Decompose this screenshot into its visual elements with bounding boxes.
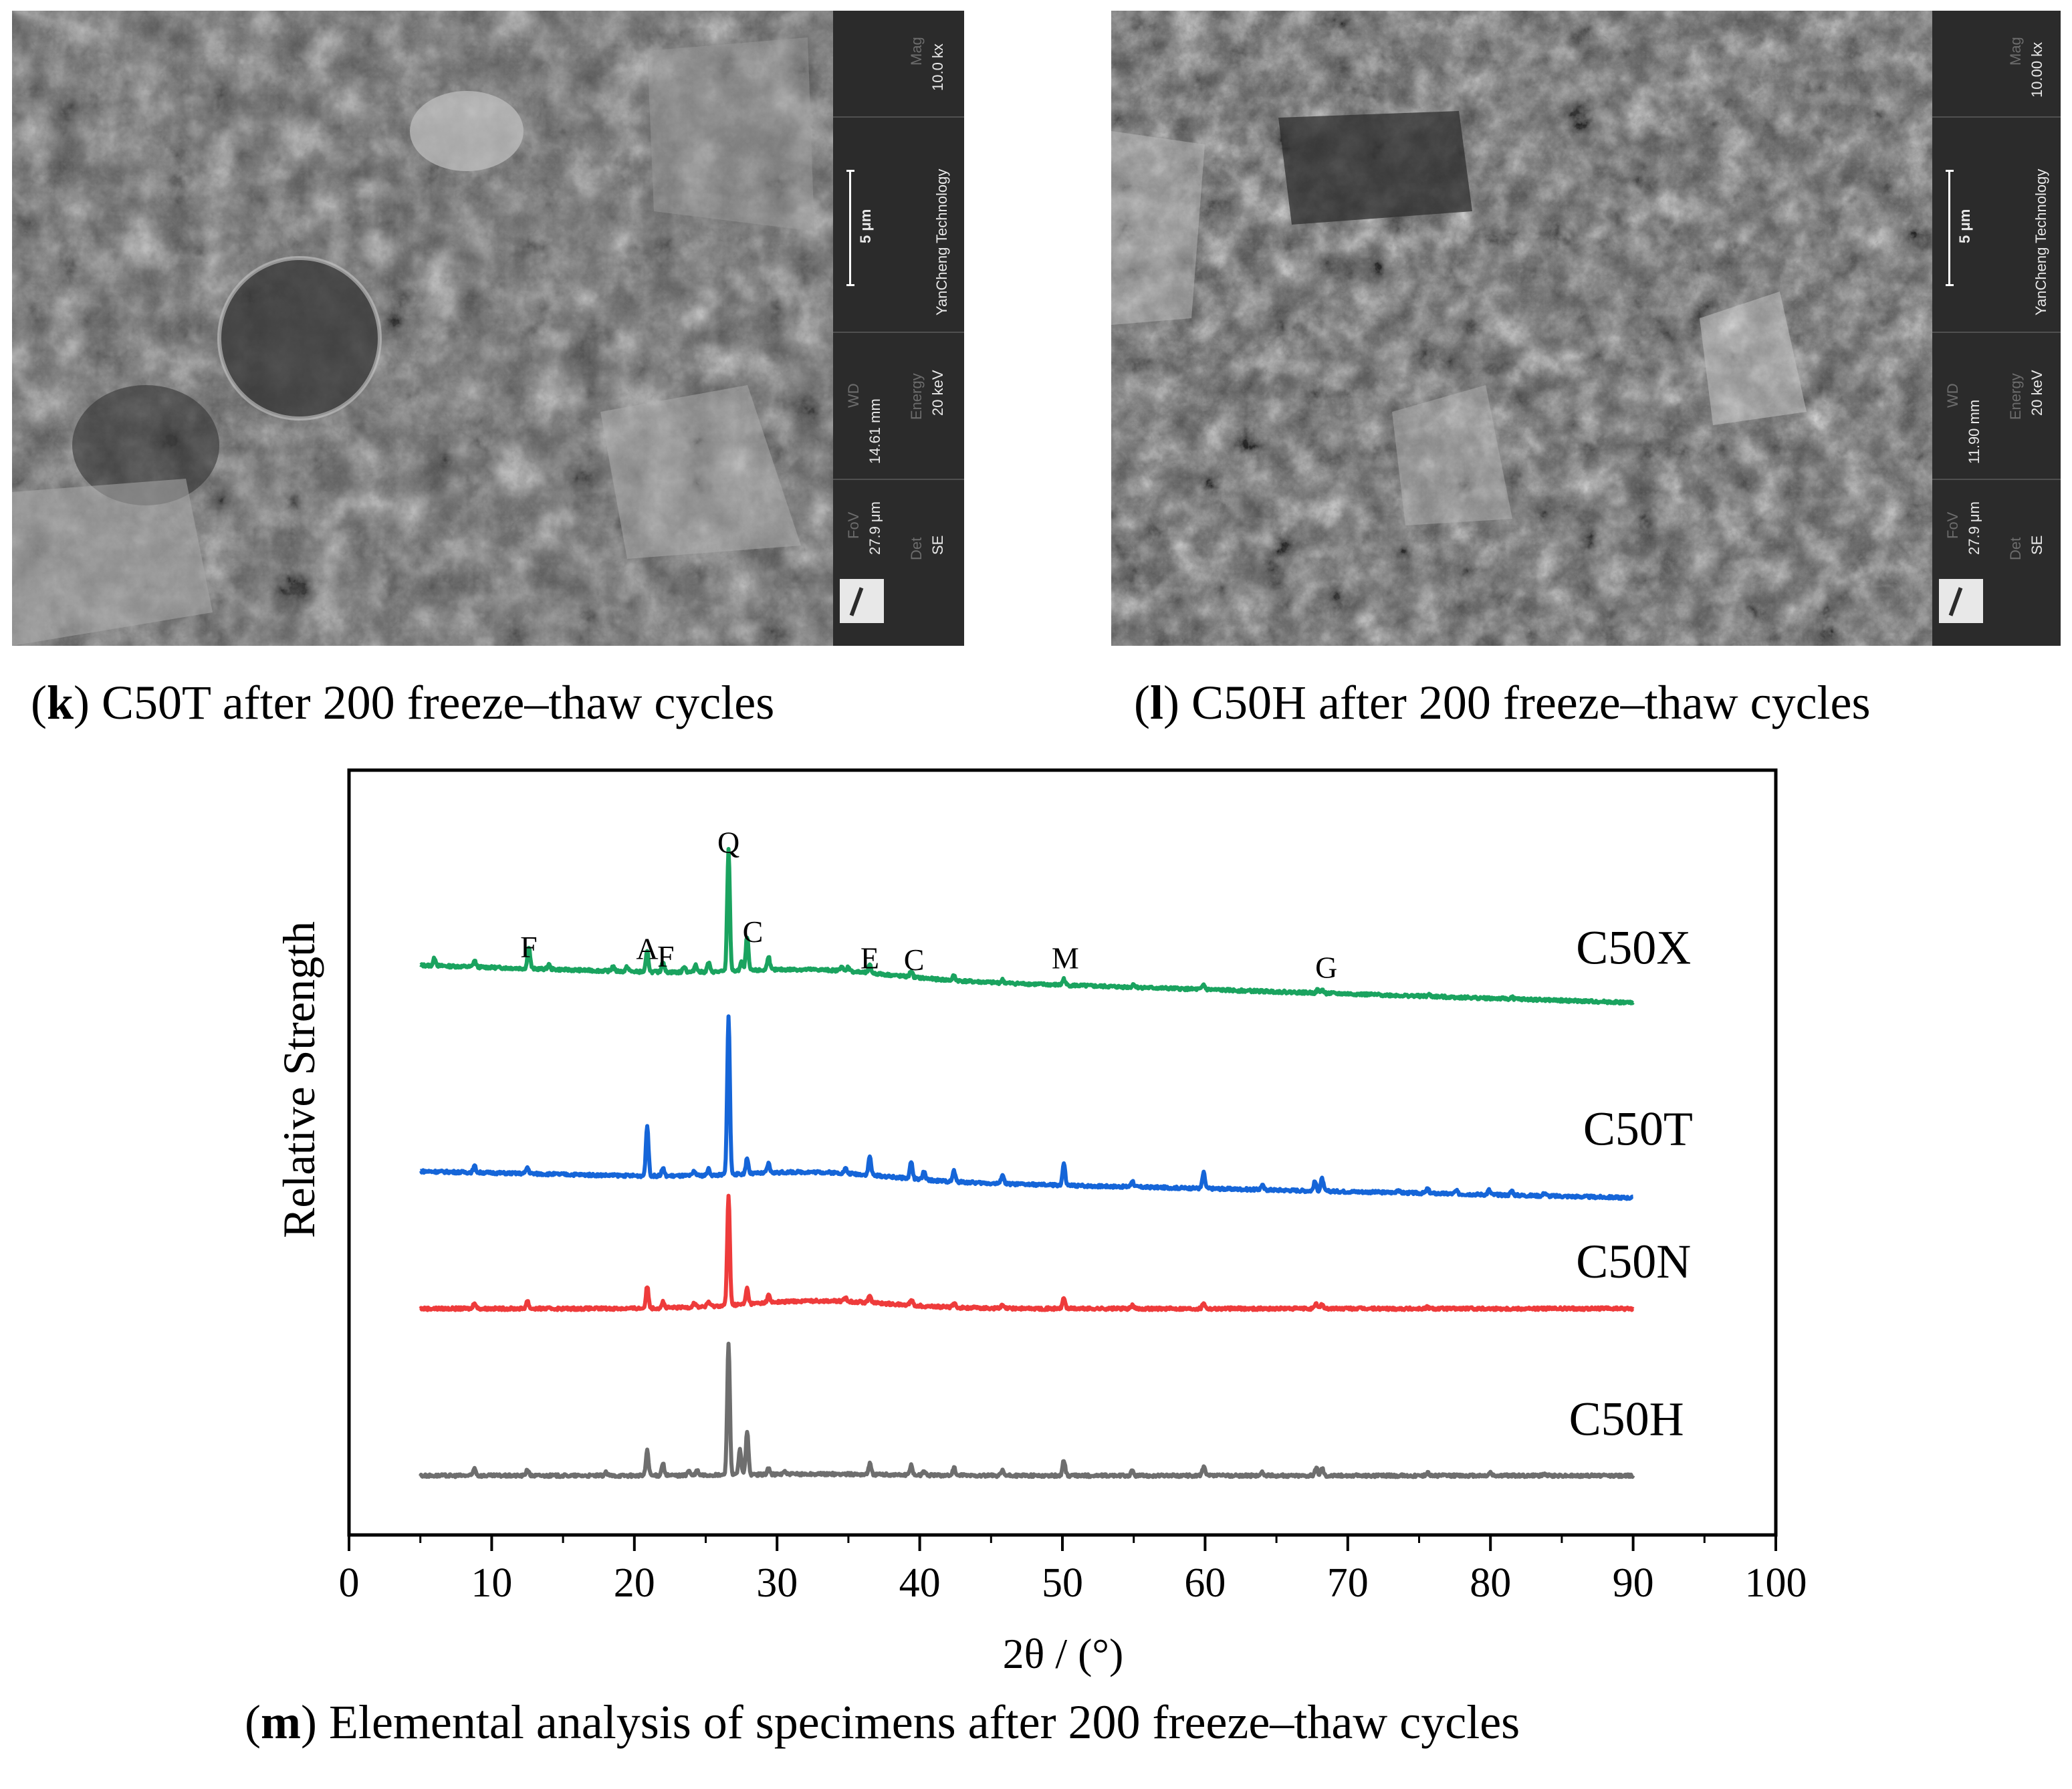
- fov-label: FoV: [845, 511, 862, 539]
- x-tick-label: 60: [1184, 1560, 1226, 1606]
- caption-text: C50H after 200 freeze–thaw cycles: [1179, 676, 1871, 729]
- x-tick-label: 0: [339, 1560, 360, 1606]
- scale-bar: [849, 170, 851, 286]
- scale-label: 5 μm: [857, 209, 874, 243]
- energy-value: 20 keV: [2029, 370, 2045, 416]
- x-tick-label: 20: [614, 1560, 655, 1606]
- sem-micrograph-l: [1111, 11, 1932, 646]
- caption-letter: k: [46, 676, 74, 729]
- y-axis-label: Relative Strength: [273, 921, 324, 1238]
- det-value: SE: [929, 535, 946, 555]
- x-tick-label: 10: [471, 1560, 512, 1606]
- peak-annotation: G: [1315, 951, 1337, 985]
- sem-image-k: Mag 10.0 kx 5 μm YanCheng Technology WD …: [12, 11, 964, 646]
- series-line-c50n: [419, 1193, 1635, 1312]
- caption-m: (m) Elemental analysis of specimens afte…: [245, 1695, 1520, 1749]
- series-label-c50x: C50X: [1576, 921, 1691, 975]
- energy-label: Energy: [2007, 373, 2024, 420]
- x-tick-label: 70: [1327, 1560, 1369, 1606]
- det-label: Det: [2007, 537, 2024, 560]
- x-tick-label: 30: [756, 1560, 798, 1606]
- lab-name: YanCheng Technology: [2033, 168, 2049, 316]
- scale-bar: [1948, 170, 1950, 286]
- detector-logo-icon: [1939, 579, 1983, 623]
- peak-annotation: C: [904, 943, 925, 977]
- wd-label: WD: [1944, 383, 1961, 408]
- fov-value: 27.9 μm: [867, 501, 883, 555]
- peak-annotation: E: [860, 941, 879, 975]
- series-line-c50t: [419, 1014, 1635, 1201]
- caption-text: Elemental analysis of specimens after 20…: [316, 1695, 1520, 1749]
- mag-label: Mag: [2007, 37, 2024, 66]
- peak-annotation: M: [1052, 941, 1079, 975]
- mag-value: 10.00 kx: [2029, 41, 2045, 98]
- x-tick-label: 90: [1613, 1560, 1654, 1606]
- peak-annotation: Q: [717, 826, 739, 860]
- wd-label: WD: [845, 383, 862, 408]
- detector-logo-icon: [840, 579, 884, 623]
- series-label-c50t: C50T: [1583, 1102, 1693, 1155]
- peak-annotation: F: [657, 939, 675, 973]
- caption-letter: m: [260, 1695, 301, 1749]
- mag-label: Mag: [908, 37, 925, 66]
- energy-label: Energy: [908, 373, 925, 420]
- caption-letter: l: [1149, 676, 1163, 729]
- det-label: Det: [908, 537, 925, 560]
- peak-annotation: F: [520, 930, 538, 964]
- peak-annotation: A: [636, 931, 658, 965]
- lab-name: YanCheng Technology: [933, 168, 950, 316]
- caption-l: (l) C50H after 200 freeze–thaw cycles: [1134, 676, 1871, 729]
- series-line-c50x: [419, 846, 1635, 1006]
- series-line-c50h: [419, 1341, 1635, 1479]
- det-value: SE: [2029, 535, 2045, 555]
- x-tick-label: 80: [1470, 1560, 1511, 1606]
- wd-value: 14.61 mm: [867, 398, 883, 464]
- fov-label: FoV: [1944, 511, 1961, 539]
- caption-text: C50T after 200 freeze–thaw cycles: [90, 676, 775, 729]
- series-label-c50h: C50H: [1569, 1393, 1684, 1446]
- sem-image-l: Mag 10.00 kx 5 μm YanCheng Technology WD…: [1111, 11, 2061, 646]
- series-label-c50n: C50N: [1576, 1235, 1691, 1288]
- fov-value: 27.9 μm: [1966, 501, 1982, 555]
- caption-k: (k) C50T after 200 freeze–thaw cycles: [31, 676, 775, 729]
- mag-value: 10.0 kx: [929, 43, 946, 91]
- x-tick-label: 40: [899, 1560, 941, 1606]
- energy-value: 20 keV: [929, 370, 946, 416]
- x-tick-label: 50: [1042, 1560, 1083, 1606]
- x-tick-label: 100: [1745, 1560, 1807, 1606]
- x-axis-label: 2θ / (°): [1003, 1630, 1124, 1677]
- wd-value: 11.90 mm: [1966, 399, 1982, 464]
- peak-annotation: C: [743, 915, 764, 949]
- scale-label: 5 μm: [1956, 209, 1973, 243]
- sem-micrograph-k: [12, 11, 833, 646]
- plot-frame: [347, 768, 1778, 1537]
